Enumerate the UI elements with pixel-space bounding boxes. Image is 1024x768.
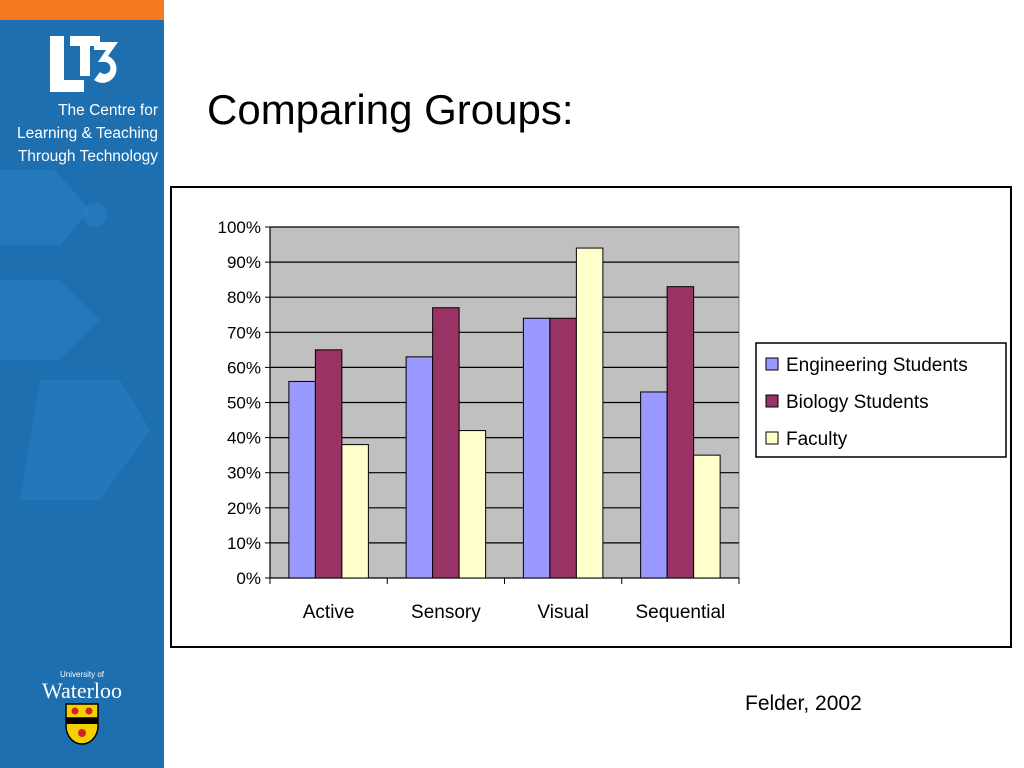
university-crest-icon <box>65 703 99 745</box>
bar <box>640 391 668 579</box>
legend-box <box>755 342 1007 458</box>
bar <box>575 247 604 579</box>
bar <box>405 356 434 579</box>
university-name: Waterloo <box>41 678 123 703</box>
x-tick-label: Sequential <box>635 602 725 623</box>
y-tick-label: 40% <box>227 429 261 448</box>
x-tick-label: Visual <box>537 602 588 623</box>
centre-name-line-1: The Centre for <box>58 102 158 119</box>
y-tick-label: 10% <box>227 534 261 553</box>
citation: Felder, 2002 <box>745 692 862 715</box>
legend-swatch <box>765 394 779 408</box>
bar <box>693 454 721 579</box>
bar <box>549 317 577 579</box>
x-tick-label: Active <box>303 602 355 623</box>
legend-swatch <box>765 431 779 445</box>
y-tick-label: 30% <box>227 464 261 483</box>
centre-name-line-2: Learning & Teaching <box>16 125 158 142</box>
legend-swatch <box>765 357 779 371</box>
legend-label: Faculty <box>786 429 848 450</box>
legend-label: Engineering Students <box>786 355 968 376</box>
y-tick-label: 0% <box>236 569 261 588</box>
bar <box>288 380 316 579</box>
y-tick-label: 80% <box>227 288 261 307</box>
centre-name-line-3: Through Technology <box>17 148 158 165</box>
bar-chart: 0% 10% 20% 30% 40% 50% 60% 70% 80% 90% 100% Active S… <box>218 218 1007 623</box>
bar <box>458 430 487 579</box>
y-tick-label: 70% <box>227 323 261 342</box>
y-tick-label: 20% <box>227 499 261 518</box>
accent-bar <box>0 0 164 20</box>
bar <box>666 286 695 579</box>
sidebar: The Centre for Learning & Teaching Throu… <box>0 0 164 768</box>
legend-label: Biology Students <box>786 392 929 413</box>
slide-title: Comparing Groups: <box>207 86 574 133</box>
chart-frame: 0% 10% 20% 30% 40% 50% 60% 70% 80% 90% 100% Active S… <box>170 186 1012 648</box>
watermark-logo-icon <box>0 170 150 500</box>
bar <box>341 444 369 579</box>
y-tick-label: 60% <box>227 358 261 377</box>
lt3-logo-icon <box>50 36 118 92</box>
x-tick-label: Sensory <box>411 602 481 623</box>
bar <box>522 317 551 579</box>
bar <box>314 349 343 579</box>
y-tick-label: 50% <box>227 394 261 413</box>
y-tick-label: 90% <box>227 253 261 272</box>
bar <box>432 307 460 579</box>
y-tick-label: 100% <box>218 218 261 237</box>
university-of-label: University of <box>59 670 104 679</box>
